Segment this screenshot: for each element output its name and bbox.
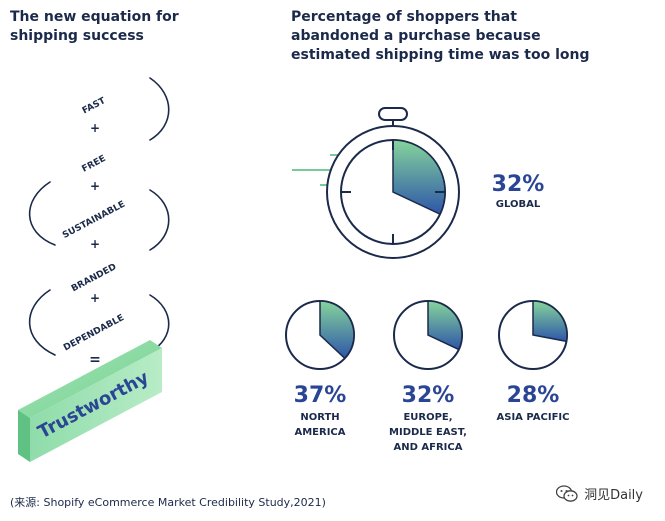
block-front [18, 410, 30, 462]
region-label-line: NORTH [300, 412, 340, 423]
left-title: The new equation for shipping success [10, 8, 270, 46]
region-label-north-america: NORTH AMERICA [275, 410, 365, 440]
right-title-line: estimated shipping time was too long [291, 47, 590, 63]
source-note: (来源: Shopify eCommerce Market Credibilit… [10, 496, 326, 509]
region-label-line: AMERICA [294, 427, 346, 438]
global-percent: 32% [491, 172, 545, 197]
equation-terms: FAST + FREE + SUSTAINABLE + BRANDED + DE… [61, 96, 127, 368]
region-pies [285, 300, 568, 370]
region-pie-slice [319, 300, 355, 360]
stopwatch [292, 107, 460, 259]
plus-sign: + [90, 291, 100, 305]
right-title-line: Percentage of shoppers that [291, 9, 517, 25]
region-percent-north-america: 37% [293, 383, 347, 408]
global-label: GLOBAL [478, 197, 558, 212]
region-label-asia-pacific: ASIA PACIFIC [488, 410, 578, 425]
region-label-line: AND AFRICA [393, 442, 463, 453]
region-label-line: GLOBAL [495, 199, 541, 210]
plus-sign: + [90, 121, 100, 135]
connector-arc [28, 289, 56, 356]
region-label-line: ASIA PACIFIC [496, 412, 570, 423]
block-face [30, 348, 162, 462]
watermark-text: 洞见Daily [584, 488, 643, 503]
term-dependable: DEPENDABLE [62, 313, 126, 353]
plus-sign: + [90, 179, 100, 193]
connector-arc [149, 77, 170, 141]
block-top [18, 340, 162, 418]
region-label-emea: EUROPE, MIDDLE EAST, AND AFRICA [378, 410, 478, 455]
right-title: Percentage of shoppers that abandoned a … [291, 8, 631, 65]
term-free: FREE [81, 154, 108, 175]
term-fast: FAST [81, 96, 108, 117]
term-sustainable: SUSTAINABLE [61, 200, 127, 241]
term-branded: BRANDED [70, 262, 118, 294]
plus-sign: + [90, 237, 100, 251]
left-title-line: The new equation for [10, 9, 179, 25]
wechat-icon [556, 484, 578, 502]
region-pie-slice [427, 300, 463, 351]
region-percent-emea: 32% [401, 383, 455, 408]
right-title-line: abandoned a purchase because [291, 28, 541, 44]
region-label-line: EUROPE, [403, 412, 453, 423]
connector-arc [149, 189, 170, 251]
stopwatch-crown [378, 107, 408, 121]
region-label-line: MIDDLE EAST, [389, 427, 467, 438]
connector-arc [28, 181, 56, 246]
region-pie-slice [532, 300, 568, 343]
left-title-line: shipping success [10, 28, 144, 44]
region-percent-asia-pacific: 28% [506, 383, 560, 408]
watermark: 洞见Daily [556, 484, 643, 503]
equals-sign: = [89, 352, 101, 368]
global-pie-slice [392, 139, 446, 216]
